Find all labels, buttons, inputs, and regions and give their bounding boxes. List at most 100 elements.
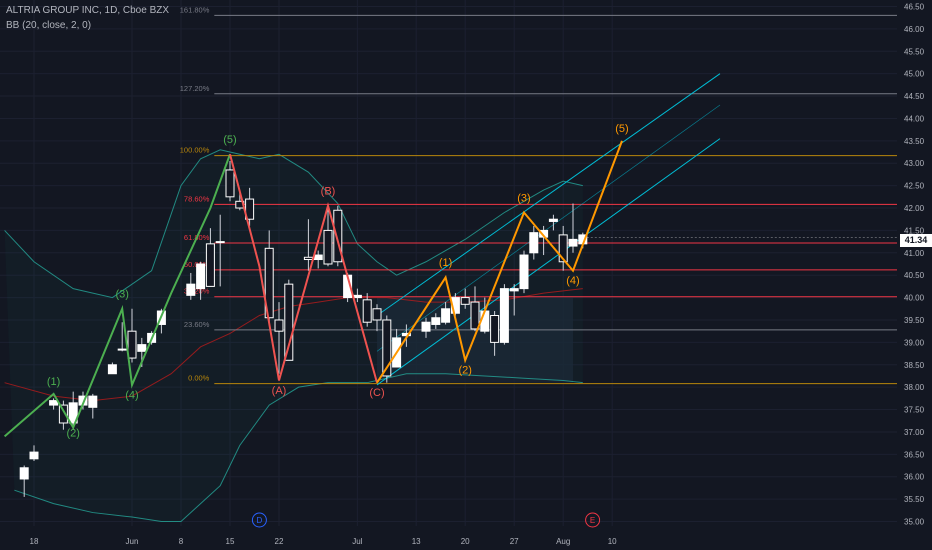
fib-level-label: 0.00%: [188, 374, 210, 383]
candle-body: [548, 218, 558, 222]
candle-body: [558, 234, 568, 263]
bollinger-upper: [4, 149, 583, 299]
candle-body: [460, 297, 470, 305]
wave-label: (5): [223, 134, 236, 146]
wave-label: (3): [517, 192, 530, 204]
y-axis-tick-label: 35.50: [904, 495, 925, 504]
candle-body: [362, 299, 372, 323]
channel-line: [376, 104, 721, 352]
indicator-label: BB (20, close, 2, 0): [6, 20, 92, 31]
candle-body: [127, 330, 137, 359]
wave-label: (B): [321, 186, 336, 198]
x-axis-tick-label: 15: [226, 537, 235, 546]
elliott-wave-line: [3, 153, 231, 438]
y-axis-tick-label: 41.00: [904, 249, 925, 258]
plot-area: 161.80%127.20%100.00%78.60%61.80%50.00%3…: [3, 5, 897, 523]
y-axis-tick-label: 35.00: [904, 518, 925, 527]
candle-body: [499, 288, 509, 343]
y-axis-tick-label: 36.50: [904, 450, 925, 459]
y-axis-tick-label: 40.00: [904, 294, 925, 303]
y-axis-tick-label: 46.00: [904, 25, 925, 34]
candle-body: [303, 256, 313, 261]
candle-body: [568, 238, 578, 247]
candle-body: [421, 321, 431, 332]
candle-body: [29, 451, 39, 460]
candle-body: [529, 232, 539, 254]
candle-body: [480, 310, 490, 332]
candle-body: [137, 344, 147, 352]
event-marker-label: D: [257, 516, 263, 525]
fib-level-label: 78.60%: [184, 194, 210, 203]
candle-body: [372, 308, 382, 321]
wave-label: (5): [615, 123, 628, 135]
channel-line: [376, 138, 721, 386]
candle-body: [49, 400, 59, 406]
candle-body: [186, 283, 196, 296]
wave-label: (4): [566, 275, 579, 287]
fib-level-label: 127.20%: [180, 84, 210, 93]
wave-label: (C): [369, 387, 384, 399]
y-axis-tick-label: 40.50: [904, 271, 925, 280]
y-axis-tick-label: 37.50: [904, 406, 925, 415]
candle-body: [519, 254, 529, 290]
x-axis-tick-label: 27: [510, 537, 519, 546]
y-axis-tick-label: 39.50: [904, 316, 925, 325]
bollinger-lower: [14, 373, 583, 523]
wave-label: (2): [458, 365, 471, 377]
candle-body: [509, 288, 519, 292]
candle-body: [313, 254, 323, 261]
wave-label: (3): [115, 289, 128, 301]
x-axis-tick-label: Aug: [556, 537, 570, 546]
candle-body: [88, 395, 98, 408]
candle-body: [441, 308, 451, 323]
last-price-tag: 41.34: [900, 234, 932, 247]
y-axis-tick-label: 39.00: [904, 338, 925, 347]
x-axis-tick-label: 22: [275, 537, 284, 546]
candle-body: [431, 317, 441, 325]
candle-body: [284, 283, 294, 361]
y-axis-tick-label: 37.00: [904, 428, 925, 437]
candle-body: [382, 319, 392, 377]
y-axis-tick-label: 46.50: [904, 2, 925, 11]
channel-line: [376, 73, 721, 316]
event-marker-label: E: [590, 516, 595, 525]
x-axis-tick-label: 8: [179, 537, 184, 546]
fib-level-label: 23.60%: [184, 320, 210, 329]
y-axis-tick-label: 42.00: [904, 204, 925, 213]
y-axis-tick-label: 36.00: [904, 473, 925, 482]
fib-level-label: 100.00%: [180, 146, 210, 155]
x-axis-tick-label: Jul: [352, 537, 362, 546]
y-axis-tick-label: 44.50: [904, 92, 925, 101]
candle-body: [205, 243, 215, 287]
candle-body: [68, 402, 78, 424]
candle-body: [117, 348, 127, 351]
bollinger-fill: [4, 149, 583, 522]
fib-level-label: 38.20%: [184, 287, 210, 296]
candle-body: [196, 263, 206, 290]
event-marker: [585, 512, 601, 528]
x-axis-tick-label: Jun: [126, 537, 139, 546]
wave-label: (A): [272, 385, 287, 397]
event-marker: [251, 512, 267, 528]
wave-label: (1): [47, 376, 60, 388]
x-axis-tick-label: 10: [608, 537, 617, 546]
y-axis-tick-label: 38.00: [904, 383, 925, 392]
candle-body: [58, 404, 68, 424]
y-axis-tick-label: 45.00: [904, 70, 925, 79]
candle-body: [215, 241, 225, 244]
elliott-wave-line: [229, 154, 378, 383]
wave-label: (1): [439, 257, 452, 269]
chart-title: ALTRIA GROUP INC, 1D, Cboe BZX: [6, 5, 170, 16]
y-axis-tick-label: 42.50: [904, 182, 925, 191]
x-axis-tick-label: 18: [30, 537, 39, 546]
candle-body: [401, 332, 411, 337]
x-axis-tick-label: 13: [412, 537, 421, 546]
candle-body: [323, 229, 333, 265]
y-axis-tick-label: 38.50: [904, 361, 925, 370]
fib-level-label: 161.80%: [180, 5, 210, 14]
y-axis-tick-label: 44.00: [904, 114, 925, 123]
candle-body: [107, 364, 117, 375]
y-axis-tick-label: 43.00: [904, 159, 925, 168]
candle-body: [470, 301, 480, 330]
